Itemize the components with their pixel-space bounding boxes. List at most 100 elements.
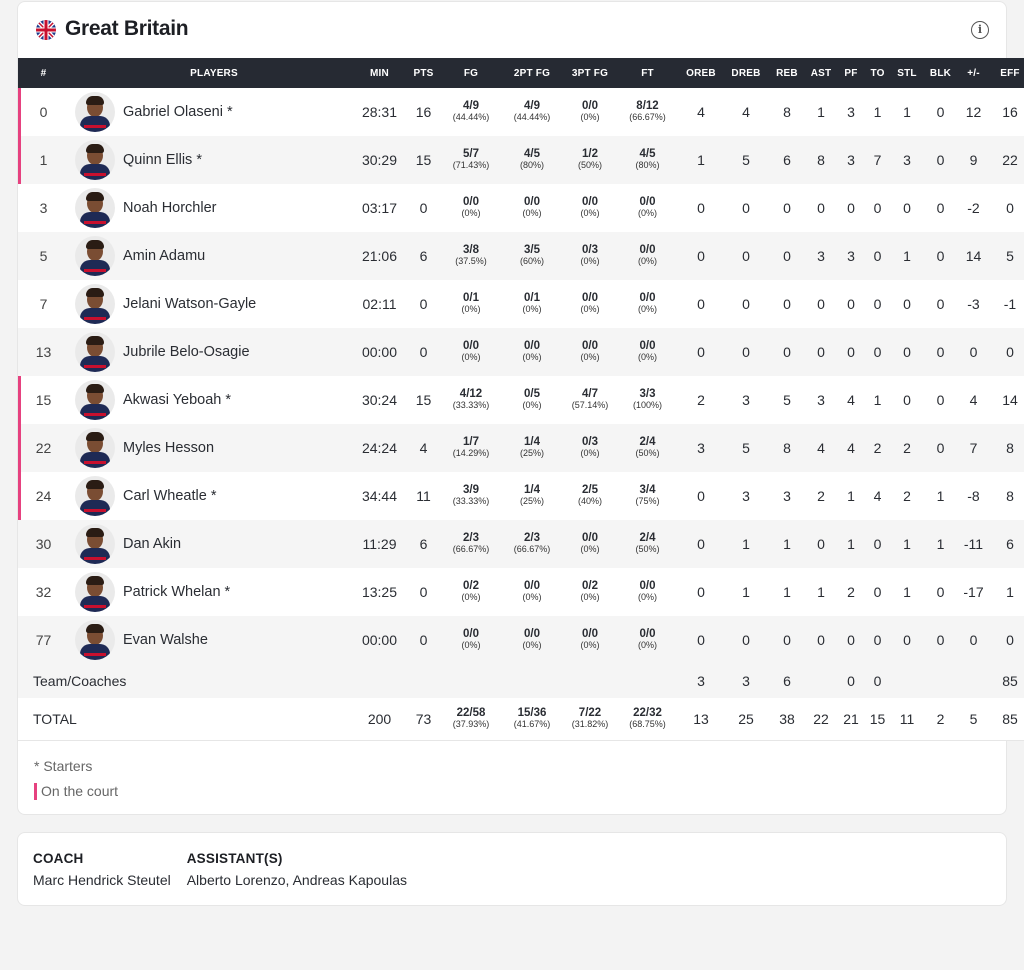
- player-cell[interactable]: Patrick Whelan *: [69, 568, 359, 616]
- player-ft: 4/5 (80%): [635, 148, 660, 170]
- player-cell[interactable]: Amin Adamu: [69, 232, 359, 280]
- col-oreb[interactable]: OREB: [686, 67, 716, 79]
- table-row[interactable]: 3 Noah Horchler 03:17 0 0/0 (0%) 0/0 (0%) 0/0 (0%…: [18, 184, 1024, 232]
- player-cell[interactable]: Dan Akin: [69, 520, 359, 568]
- player-name[interactable]: Akwasi Yeboah *: [123, 392, 232, 408]
- player-name[interactable]: Quinn Ellis *: [123, 152, 202, 168]
- player-name[interactable]: Jubrile Belo-Osagie: [123, 344, 250, 360]
- table-row[interactable]: 1 Quinn Ellis * 30:29 15 5/7 (71.43%) 4/5 (80%)…: [18, 136, 1024, 184]
- player-name[interactable]: Evan Walshe: [123, 632, 208, 648]
- team-oreb: 3: [697, 673, 705, 689]
- player-reb: 0: [783, 296, 791, 312]
- player-min: 28:31: [361, 104, 398, 120]
- player-pf: 3: [847, 104, 855, 120]
- player-oreb: 0: [697, 344, 705, 360]
- col-stl[interactable]: STL: [897, 67, 917, 79]
- player-fg: 4/9 (44.44%): [452, 100, 490, 122]
- col-ast[interactable]: AST: [810, 67, 832, 79]
- table-row[interactable]: 5 Amin Adamu 21:06 6 3/8 (37.5%) 3/5 (60%) 0/3 (0…: [18, 232, 1024, 280]
- col-dreb[interactable]: DREB: [731, 67, 761, 79]
- player-stl: 2: [903, 440, 911, 456]
- player-name[interactable]: Carl Wheatle *: [123, 488, 217, 504]
- team-pm: [962, 664, 985, 698]
- player-cell[interactable]: Akwasi Yeboah *: [69, 376, 359, 424]
- player-2pt-fg: 0/0 (0%): [522, 628, 542, 650]
- col-3pt-fg[interactable]: 3PT FG: [571, 67, 609, 79]
- player-avatar[interactable]: [75, 284, 115, 324]
- player-pts: 4: [419, 440, 428, 456]
- player-cell[interactable]: Myles Hesson: [69, 424, 359, 472]
- player-avatar[interactable]: [75, 524, 115, 564]
- table-row[interactable]: 7 Jelani Watson-Gayle 02:11 0 0/1 (0%) 0/1 (0%)…: [18, 280, 1024, 328]
- player-pts: 0: [419, 584, 428, 600]
- legend-on-court-label: On the court: [41, 783, 119, 799]
- player-name[interactable]: Amin Adamu: [123, 248, 206, 264]
- player-avatar[interactable]: [75, 140, 115, 180]
- player-2pt-fg: 0/0 (0%): [522, 580, 542, 602]
- table-row[interactable]: 30 Dan Akin 11:29 6 2/3 (66.67%) 2/3 (66.67%) 0/…: [18, 520, 1024, 568]
- table-row[interactable]: 22 Myles Hesson 24:24 4 1/7 (14.29%) 1/4 (25%) 0…: [18, 424, 1024, 472]
- total-pf: 21: [843, 710, 859, 727]
- player-name[interactable]: Noah Horchler: [123, 200, 217, 216]
- col-pts[interactable]: PTS: [413, 67, 434, 79]
- player-to: 7: [873, 152, 882, 168]
- col-reb[interactable]: REB: [776, 67, 798, 79]
- player-avatar[interactable]: [75, 572, 115, 612]
- player-name[interactable]: Jelani Watson-Gayle: [123, 296, 257, 312]
- player-min: 00:00: [361, 632, 398, 648]
- player-eff: 16: [1002, 104, 1018, 120]
- col-ft[interactable]: FT: [641, 67, 654, 79]
- table-row[interactable]: 15 Akwasi Yeboah * 30:24 15 4/12 (33.33%) 0/5(…: [18, 376, 1024, 424]
- player-name[interactable]: Gabriel Olaseni *: [123, 104, 233, 120]
- player-to: 0: [873, 536, 882, 552]
- player-cell[interactable]: Gabriel Olaseni *: [69, 88, 359, 136]
- table-row[interactable]: 77 Evan Walshe 00:00 0 0/0 (0%) 0/0 (0%) 0/0 (0%)…: [18, 616, 1024, 664]
- table-row[interactable]: 0 Gabriel Olaseni * 28:31 16 4/9 (44.44%) 4/9(…: [18, 88, 1024, 136]
- player-avatar[interactable]: [75, 332, 115, 372]
- col-num[interactable]: #: [40, 67, 47, 79]
- col-blk[interactable]: BLK: [929, 67, 952, 79]
- player-cell[interactable]: Evan Walshe: [69, 616, 359, 664]
- player-blk: 0: [936, 200, 945, 216]
- player-ast: 0: [817, 536, 825, 552]
- player-cell[interactable]: Noah Horchler: [69, 184, 359, 232]
- player-cell[interactable]: Carl Wheatle *: [69, 472, 359, 520]
- player-avatar[interactable]: [75, 476, 115, 516]
- col-2pt-fg[interactable]: 2PT FG: [513, 67, 551, 79]
- player-3pt-fg: 0/0 (0%): [580, 196, 600, 218]
- player-cell[interactable]: Jubrile Belo-Osagie: [69, 328, 359, 376]
- player-dreb: 0: [742, 296, 750, 312]
- player-name[interactable]: Dan Akin: [123, 536, 182, 552]
- info-icon[interactable]: i: [971, 21, 989, 39]
- player-avatar[interactable]: [75, 620, 115, 660]
- player-avatar[interactable]: [75, 236, 115, 276]
- col-min[interactable]: MIN: [370, 67, 389, 79]
- legend-on-court: On the court: [34, 782, 990, 800]
- player-avatar[interactable]: [75, 428, 115, 468]
- player-name[interactable]: Myles Hesson: [123, 440, 215, 456]
- player-avatar[interactable]: [75, 188, 115, 228]
- col-players[interactable]: PLAYERS: [190, 67, 238, 79]
- player-cell[interactable]: Jelani Watson-Gayle: [69, 280, 359, 328]
- col-eff[interactable]: EFF: [1000, 67, 1020, 79]
- player-blk: 1: [936, 536, 945, 552]
- table-row[interactable]: 32 Patrick Whelan * 13:25 0 0/2 (0%) 0/0 (0%) 0/…: [18, 568, 1024, 616]
- player-reb: 0: [783, 248, 791, 264]
- col-fg[interactable]: FG: [463, 67, 479, 79]
- table-row[interactable]: 13 Jubrile Belo-Osagie 00:00 0 0/0 (0%) 0/0 (0%…: [18, 328, 1024, 376]
- player-pf: 3: [847, 152, 855, 168]
- player-oreb: 2: [697, 392, 705, 408]
- col-to[interactable]: TO: [870, 67, 885, 79]
- player-cell[interactable]: Quinn Ellis *: [69, 136, 359, 184]
- total-ast: 22: [813, 710, 829, 727]
- player-number: 0: [18, 88, 69, 136]
- table-row[interactable]: 24 Carl Wheatle * 34:44 11 3/9 (33.33%) 1/4 (25…: [18, 472, 1024, 520]
- col-pf[interactable]: PF: [844, 67, 858, 79]
- player-avatar[interactable]: [75, 380, 115, 420]
- player-pf: 1: [847, 488, 855, 504]
- player-name[interactable]: Patrick Whelan *: [123, 584, 231, 600]
- player-ft: 0/0 (0%): [637, 628, 657, 650]
- col-plus-minus[interactable]: +/-: [967, 67, 980, 79]
- player-avatar[interactable]: [75, 92, 115, 132]
- player-stl: 1: [903, 248, 911, 264]
